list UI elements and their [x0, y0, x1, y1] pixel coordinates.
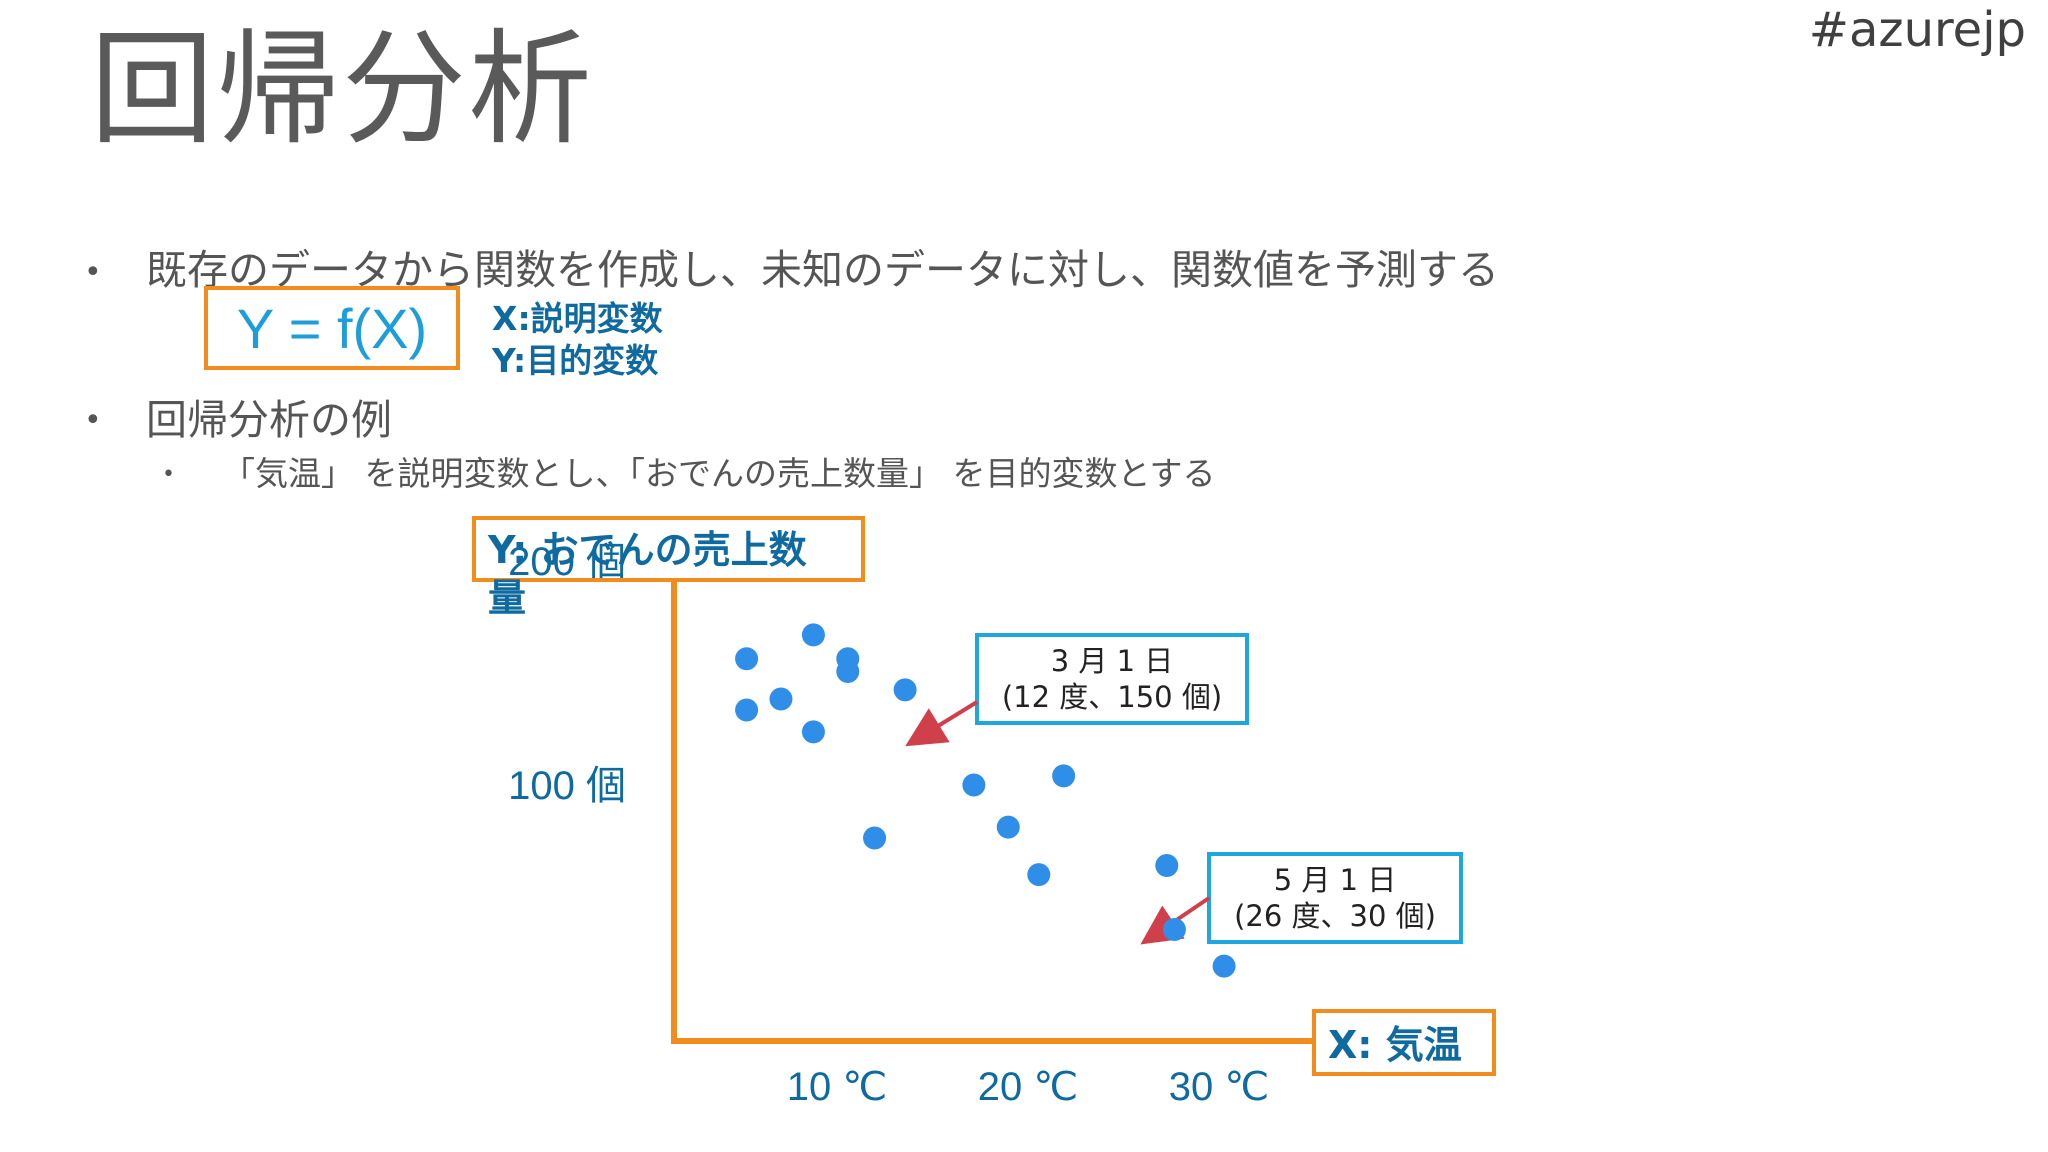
callout-arrow	[905, 700, 979, 747]
data-point	[962, 773, 986, 797]
data-point	[863, 826, 887, 850]
y-axis-label: Y: おでんの売上数	[487, 528, 807, 572]
callout-values: (26 度、30 個)	[1234, 899, 1436, 933]
y-axis-label-wrap: 量	[488, 576, 526, 620]
sub-bullet-marker: •	[162, 462, 175, 487]
bullet-example-heading: 回帰分析の例	[146, 396, 392, 444]
hashtag: #azurejp	[1808, 2, 2026, 58]
data-point	[1212, 954, 1236, 978]
callout-box	[975, 633, 1249, 725]
y-tick-label: 200 個	[508, 540, 626, 584]
formula-text: Y = f(X)	[236, 296, 428, 360]
data-point	[1052, 764, 1076, 788]
data-point	[893, 678, 917, 702]
tick-labels: 200 個 100 個 10 ℃ 20 ℃ 30 ℃	[508, 540, 1269, 1109]
bullet-marker: •	[84, 255, 102, 290]
page-title: 回帰分析	[90, 18, 595, 162]
formula-box: Y = f(X)	[204, 286, 460, 370]
data-point	[769, 687, 793, 711]
x-tick-label: 10 ℃	[787, 1065, 888, 1109]
y-variable-description: Y:目的変数	[492, 341, 659, 380]
data-point	[1155, 854, 1179, 877]
y-axis-label-box	[472, 516, 865, 582]
data-point	[836, 660, 860, 684]
data-point	[801, 623, 825, 647]
data-point	[1162, 918, 1186, 942]
x-tick-label: 30 ℃	[1169, 1065, 1270, 1109]
x-axis-label: X: 気温	[1328, 1023, 1462, 1067]
callout-values: (12 度、150 個)	[1002, 680, 1222, 714]
data-point	[735, 647, 759, 671]
data-point	[801, 720, 825, 744]
x-axis-label-box	[1312, 1009, 1496, 1076]
data-points	[735, 623, 1236, 978]
callout-date: 5 月 1 日	[1274, 863, 1397, 897]
axis-labels: Y: おでんの売上数量 X: 気温	[472, 516, 1496, 1076]
bullet-marker: •	[84, 403, 102, 438]
x-variable-description: X:説明変数	[492, 299, 663, 338]
y-tick-label: 100 個	[508, 764, 626, 808]
annotations: 3 月 1 日(12 度、150 個) 5 月 1 日(26 度、30 個)	[905, 633, 1463, 945]
axes	[671, 582, 1315, 1044]
data-point	[996, 815, 1020, 839]
data-point	[735, 698, 759, 722]
x-tick-label: 20 ℃	[978, 1065, 1079, 1109]
bullet-example-detail: 「気温」 を説明変数とし、「おでんの売上数量」 を目的変数とする	[222, 454, 1216, 493]
callout-date: 3 月 1 日	[1051, 644, 1174, 678]
data-point	[1027, 863, 1051, 887]
